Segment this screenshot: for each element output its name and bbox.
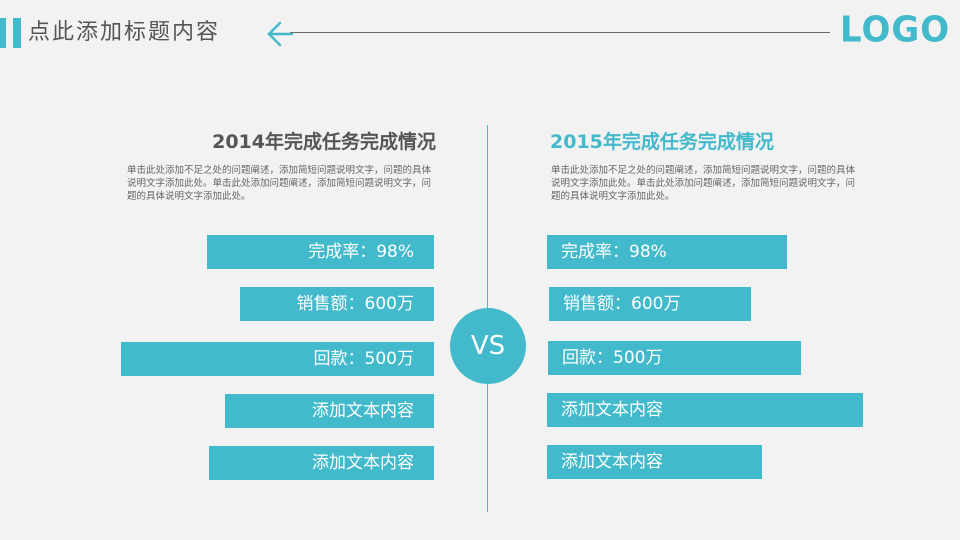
arrow-left-icon — [266, 20, 294, 52]
left-bar-text-2[interactable]: 添加文本内容 — [209, 446, 434, 480]
left-section-description[interactable]: 单击此处添加不足之处的问题阐述，添加简短问题说明文字，问题的具体说明文字添加此处… — [127, 165, 432, 202]
header-accent-bar-2 — [13, 18, 21, 48]
right-bar-text-1[interactable]: 添加文本内容 — [547, 393, 863, 427]
right-bar-payment[interactable]: 回款：500万 — [548, 341, 801, 375]
page-title[interactable]: 点此添加标题内容 — [28, 20, 221, 45]
right-section-title[interactable]: 2015年完成任务完成情况 — [550, 131, 774, 153]
left-bar-text-1[interactable]: 添加文本内容 — [225, 394, 434, 428]
header-divider-line — [290, 32, 830, 33]
header-accent-bar-1 — [0, 18, 6, 48]
left-section-title[interactable]: 2014年完成任务完成情况 — [212, 131, 436, 153]
right-bar-completion-rate[interactable]: 完成率：98% — [547, 235, 787, 269]
left-bar-payment[interactable]: 回款：500万 — [121, 342, 434, 376]
logo: LOGO — [840, 9, 951, 51]
right-bar-sales[interactable]: 销售额：600万 — [549, 287, 751, 321]
left-bar-sales[interactable]: 销售额：600万 — [240, 287, 434, 321]
right-bar-text-2[interactable]: 添加文本内容 — [547, 445, 762, 479]
left-bar-completion-rate[interactable]: 完成率：98% — [207, 235, 434, 269]
vs-badge: VS — [450, 308, 526, 384]
right-section-description[interactable]: 单击此处添加不足之处的问题阐述，添加简短问题说明文字，问题的具体说明文字添加此处… — [551, 165, 856, 202]
